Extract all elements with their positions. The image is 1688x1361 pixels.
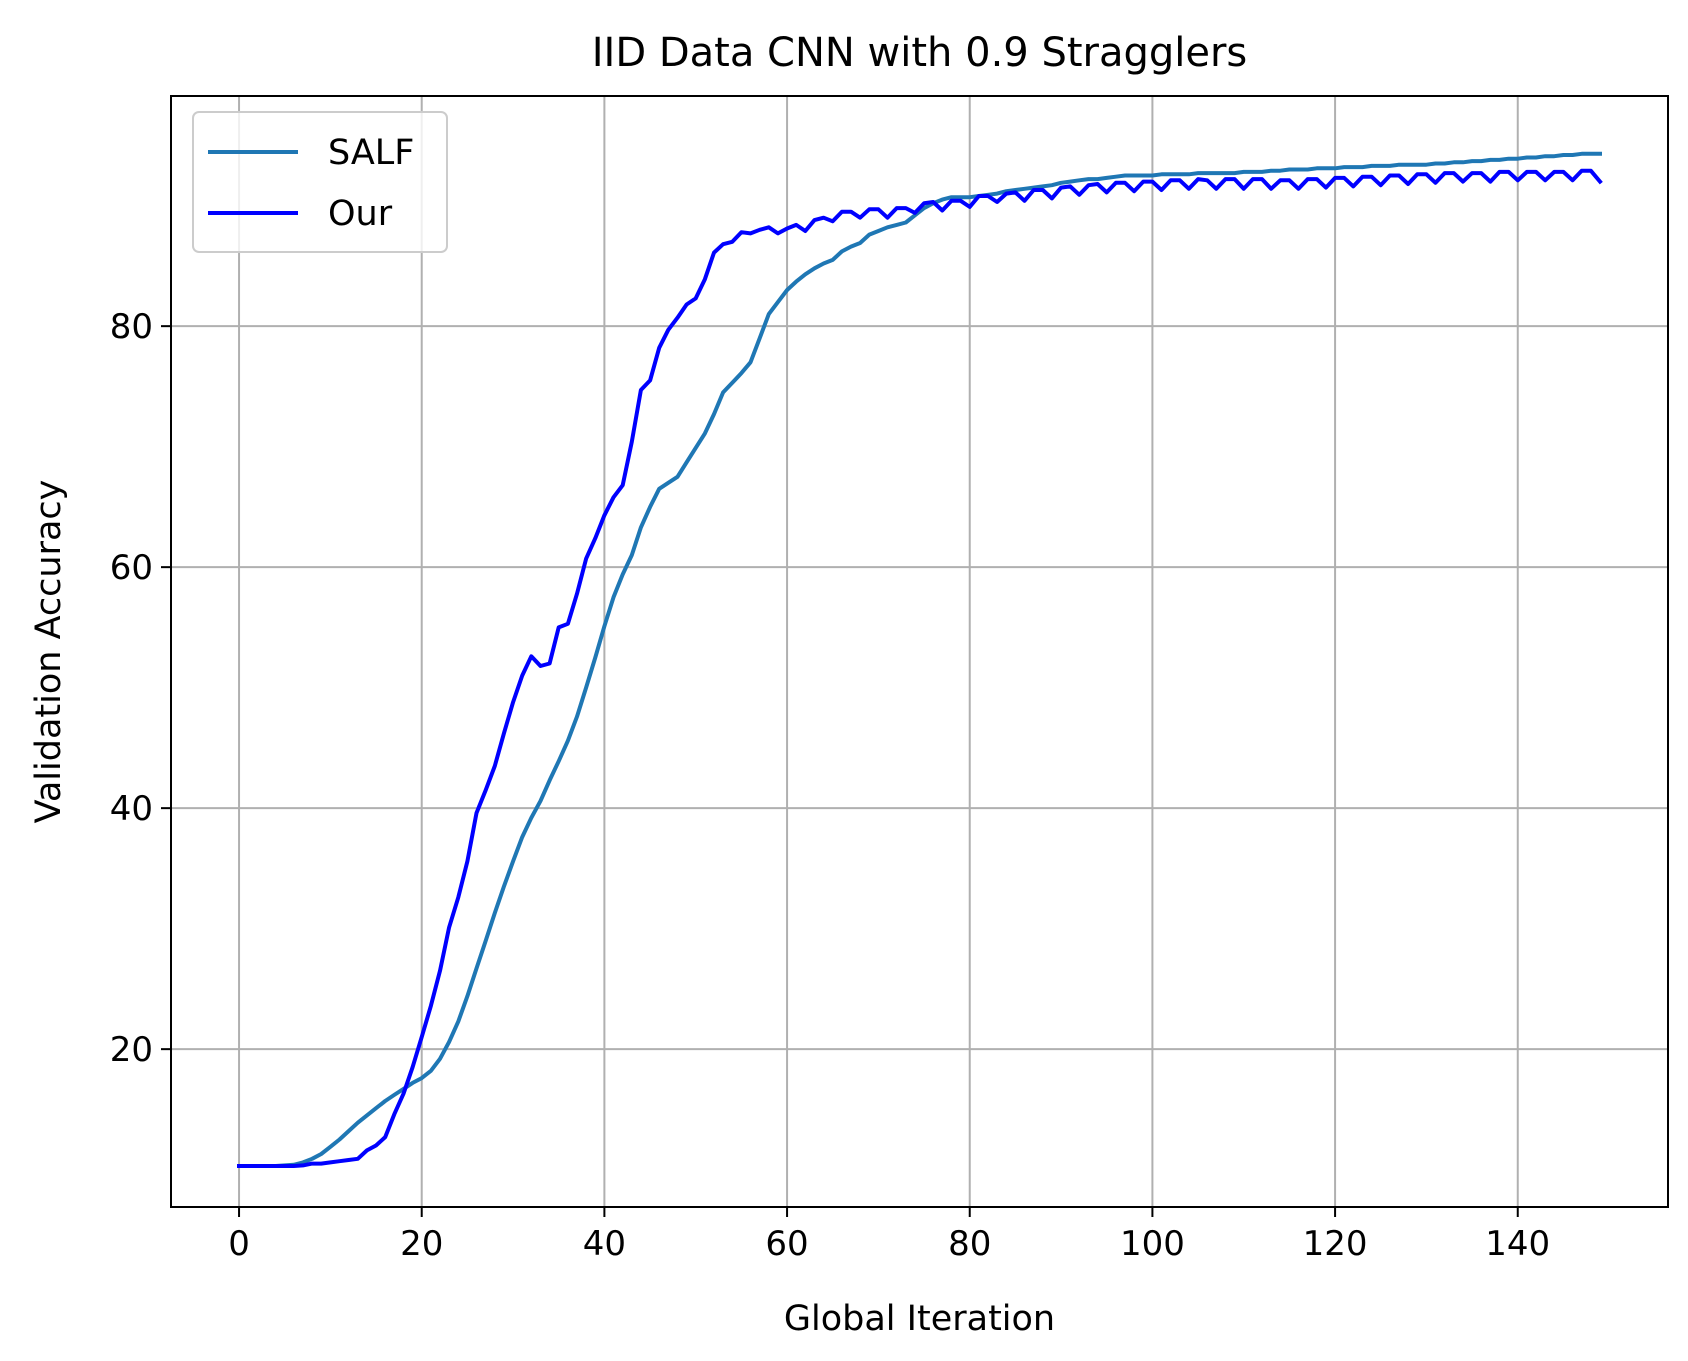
y-axis-label: Validation Accuracy — [29, 480, 69, 824]
series-line-our — [237, 168, 1603, 1168]
x-tick-label: 120 — [1303, 1224, 1368, 1264]
legend: SALF Our — [192, 111, 448, 253]
y-tick-label: 80 — [110, 307, 153, 347]
x-axis-label: Global Iteration — [784, 1299, 1055, 1339]
legend-label-salf: SALF — [328, 133, 414, 173]
ticks: 0 20 40 60 80 100 120 140 20 40 60 80 — [110, 307, 1550, 1264]
x-tick-label: 0 — [228, 1224, 250, 1264]
x-tick-label: 140 — [1485, 1224, 1550, 1264]
x-tick-label: 80 — [948, 1224, 991, 1264]
plot-lines — [237, 151, 1603, 1168]
y-tick-label: 20 — [110, 1030, 153, 1070]
grid — [171, 96, 1668, 1207]
legend-label-our: Our — [328, 194, 393, 234]
x-tick-label: 20 — [400, 1224, 443, 1264]
chart-title: IID Data CNN with 0.9 Stragglers — [592, 30, 1248, 76]
y-tick-label: 40 — [110, 789, 153, 829]
y-tick-label: 60 — [110, 548, 153, 588]
series-line-salf — [237, 151, 1602, 1168]
x-tick-label: 100 — [1120, 1224, 1185, 1264]
plot-area-frame — [170, 95, 1669, 1208]
x-tick-label: 60 — [765, 1224, 808, 1264]
x-tick-label: 40 — [583, 1224, 626, 1264]
legend-box — [192, 111, 448, 253]
